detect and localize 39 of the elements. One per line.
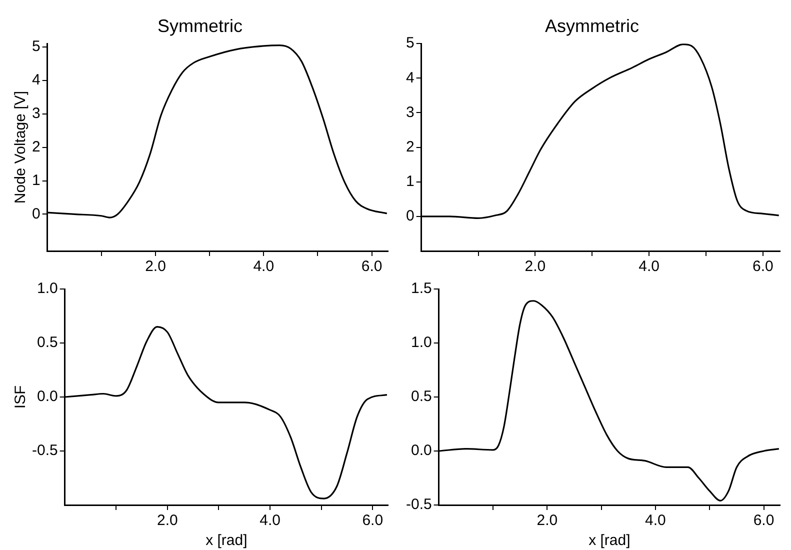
x-tick-label: 6.0 <box>361 258 382 276</box>
x-tick-label: 4.0 <box>638 258 660 276</box>
y-tick-label: 1 <box>406 173 414 190</box>
x-tick-label: 2.0 <box>524 258 546 276</box>
x-tick-label: 2.0 <box>157 512 178 530</box>
y-tick-label: 2 <box>406 138 414 156</box>
y-tick-label: 5 <box>406 34 414 52</box>
x-axis-title: x [rad] <box>588 532 630 550</box>
y-tick-label: 4 <box>406 69 414 86</box>
y-tick-label: 1.5 <box>410 280 432 298</box>
x-axis-title: x [rad] <box>206 532 248 550</box>
y-tick-label: 3 <box>32 104 40 122</box>
y-axis-title: ISF <box>12 385 30 409</box>
x-tick-label: 6.0 <box>752 258 774 276</box>
y-tick-label: 1.0 <box>36 280 58 298</box>
x-tick-label: 6.0 <box>362 512 384 530</box>
y-tick-label: 2 <box>32 138 40 156</box>
y-tick-label: 1 <box>32 172 40 189</box>
y-tick-label: 1.0 <box>410 334 432 352</box>
y-tick-label: 4 <box>32 72 40 89</box>
y-tick-label: 0.5 <box>410 388 432 406</box>
x-tick-label: 6.0 <box>753 512 774 530</box>
x-tick-label: 4.0 <box>253 258 274 276</box>
x-tick-label: 4.0 <box>260 512 280 530</box>
x-tick-label: 4.0 <box>645 512 666 530</box>
chart-title: Asymmetric <box>545 16 639 36</box>
y-tick-label: 0.5 <box>36 334 58 352</box>
y-tick-label: 0.0 <box>36 388 58 406</box>
y-tick-label: 5 <box>32 38 40 56</box>
y-axis-title: Node Voltage [V] <box>12 91 30 204</box>
y-tick-label: 0.0 <box>410 442 432 460</box>
x-tick-label: 2.0 <box>145 258 166 276</box>
y-tick-label: -0.5 <box>32 442 58 460</box>
chart-title: Symmetric <box>158 16 242 36</box>
y-tick-label: 0 <box>32 205 40 222</box>
y-tick-label: 3 <box>406 104 414 121</box>
x-tick-label: 2.0 <box>536 512 558 530</box>
y-tick-label: -0.5 <box>406 496 432 514</box>
y-tick-label: 0 <box>406 208 414 225</box>
